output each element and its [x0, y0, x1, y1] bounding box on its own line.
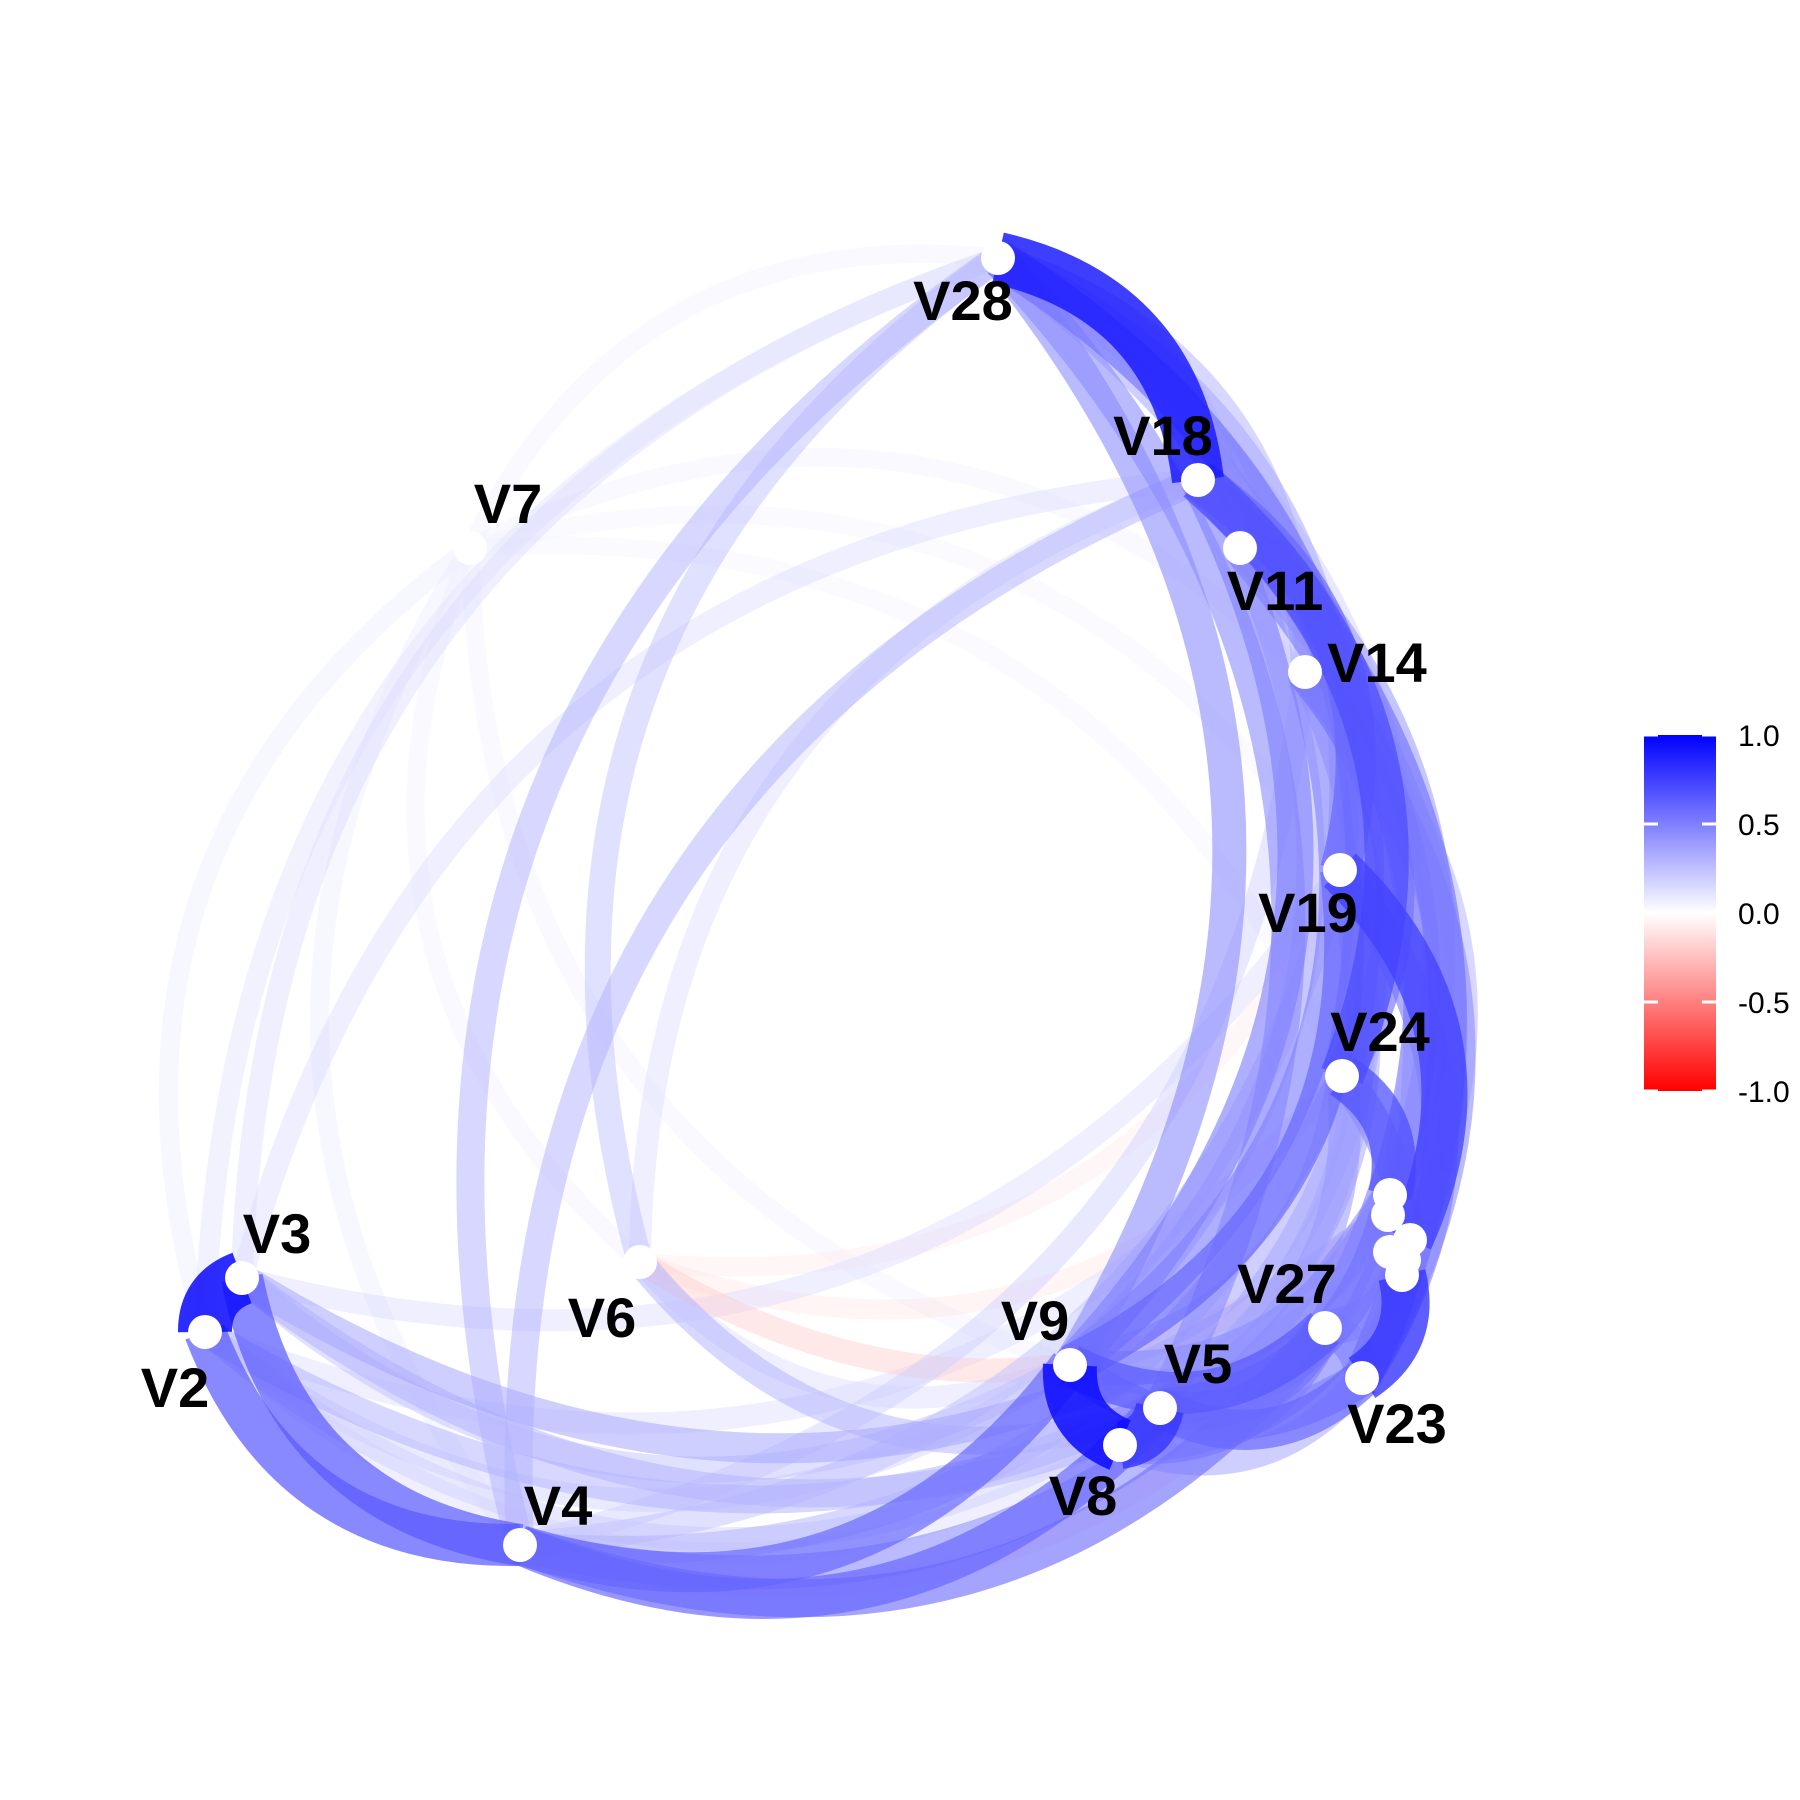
node-label-v27: V27: [1237, 1252, 1337, 1315]
node-v2: [188, 1315, 222, 1349]
edge-V3-V4: [221, 1273, 524, 1566]
node-v27: [1308, 1311, 1342, 1345]
edge-V18-V24: [1183, 463, 1409, 1085]
node-label-v6: V6: [568, 1286, 637, 1349]
node-v14: [1288, 655, 1322, 689]
node-v18: [1181, 463, 1215, 497]
edge-V4-V18: [504, 467, 1204, 1546]
node-v4: [503, 1528, 537, 1562]
node-label-v8: V8: [1049, 1464, 1118, 1527]
node-label-v19: V19: [1258, 881, 1358, 944]
node-label-v18: V18: [1113, 404, 1213, 467]
edge-V24-C1: [1329, 1057, 1416, 1200]
edge-V28-V18: [991, 232, 1224, 484]
node-label-v5: V5: [1164, 1332, 1233, 1395]
node-label-v11: V11: [1227, 559, 1324, 622]
node-v11: [1223, 531, 1257, 565]
legend-tick-label: 0.5: [1738, 809, 1780, 842]
node-label-v4: V4: [524, 1474, 593, 1537]
edges-layer: [158, 232, 1478, 1619]
node-v5: [1143, 1391, 1177, 1425]
legend-tick-label: 1.0: [1738, 720, 1780, 753]
legend-ticks: 1.0 0.5 0.0 -0.5 -1.0: [1644, 720, 1790, 1109]
legend-tick-label: -0.5: [1738, 987, 1790, 1020]
node-label-v7: V7: [474, 472, 543, 535]
color-legend: 1.0 0.5 0.0 -0.5 -1.0: [1644, 720, 1790, 1109]
edge-V18-V9: [1056, 471, 1314, 1378]
node-label-v28: V28: [913, 269, 1013, 332]
node-label-v24: V24: [1330, 1000, 1430, 1063]
edge-V9-V19: [1061, 867, 1365, 1383]
edge-V7-V28: [461, 244, 999, 553]
node-label-v23: V23: [1347, 1392, 1447, 1455]
node-c2: [1371, 1198, 1405, 1232]
edge-V4-V5: [512, 1394, 1175, 1619]
node-v23: [1345, 1361, 1379, 1395]
node-v6: [623, 1245, 657, 1279]
node-v8: [1103, 1428, 1137, 1462]
node-v24: [1325, 1059, 1359, 1093]
edge-V4-V28: [456, 246, 1006, 1549]
nodes-layer: [188, 241, 1427, 1562]
node-v7: [453, 531, 487, 565]
edge-V3-V28: [231, 247, 1002, 1279]
edge-V7-V2: [158, 540, 476, 1335]
node-c6: [1385, 1258, 1419, 1292]
edge-V5-V23: [1151, 1363, 1376, 1450]
node-v19: [1323, 853, 1357, 887]
legend-tick-label: -1.0: [1738, 1076, 1790, 1109]
edge-V19-C3: [1323, 853, 1468, 1250]
edge-V7-V9: [460, 547, 1073, 1374]
node-label-v9: V9: [1001, 1289, 1070, 1352]
legend-tick-label: 0.0: [1738, 898, 1780, 931]
edge-V9-V27: [1060, 1312, 1340, 1415]
edge-V7-V24: [469, 536, 1351, 1080]
node-v3: [225, 1261, 259, 1295]
node-label-v2: V2: [141, 1356, 210, 1419]
edge-V2-V28: [194, 248, 1002, 1333]
edge-V7-V19: [467, 505, 1348, 876]
node-label-v3: V3: [243, 1202, 312, 1265]
node-v9: [1053, 1348, 1087, 1382]
node-label-v14: V14: [1327, 631, 1427, 694]
node-v28: [981, 241, 1015, 275]
